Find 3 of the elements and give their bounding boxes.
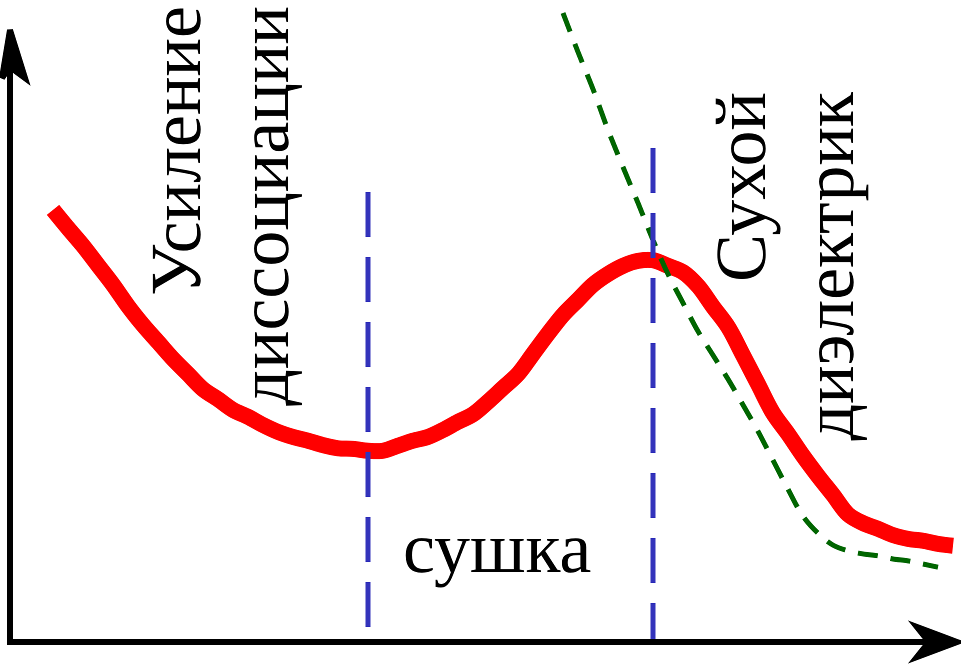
annotation: Сухой диэлектрик <box>701 90 869 441</box>
annotation: Усиление диссоциации <box>136 6 304 406</box>
annotation: сушка <box>403 508 592 588</box>
